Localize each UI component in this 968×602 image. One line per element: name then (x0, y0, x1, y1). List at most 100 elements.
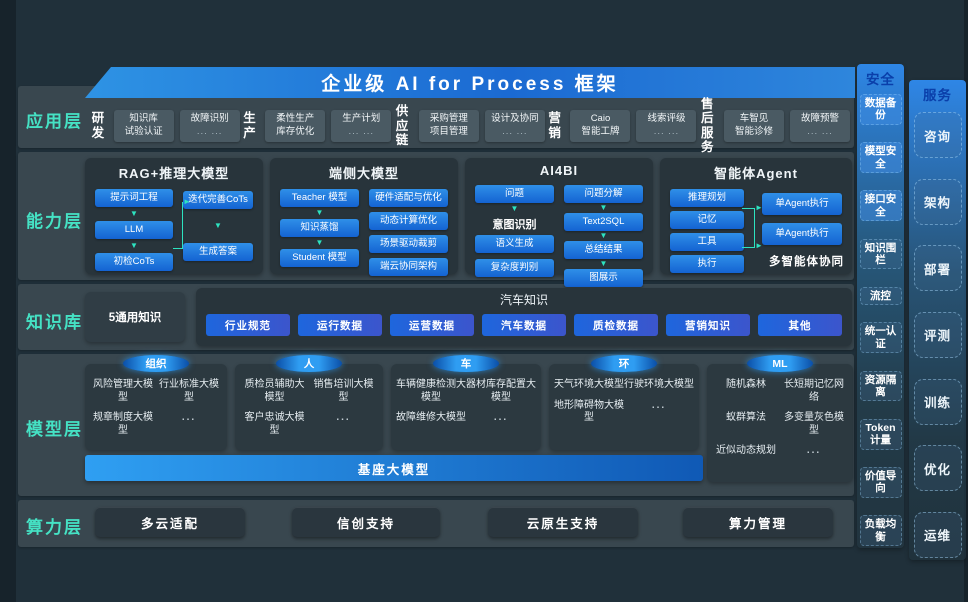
knowledge-pill[interactable]: 运行数据 (298, 314, 382, 336)
compute-button-multicloud[interactable]: 多云适配 (95, 507, 245, 537)
app-item-box[interactable]: 柔性生产 库存优化 (265, 109, 326, 142)
flow-step[interactable]: 复杂度判别 (475, 258, 554, 277)
service-item[interactable]: 运维 (913, 511, 962, 558)
flow-step[interactable]: 总结结果 (564, 240, 643, 259)
flow-step[interactable]: 生成答案 (183, 242, 253, 261)
flow-step[interactable]: Teacher 模型 (280, 189, 359, 207)
security-item[interactable]: 统一认证 (859, 322, 902, 354)
security-items: 数据备份 模型安全 接口安全 知识围栏 流控 统一认证 资源隔离 Token计量… (857, 88, 904, 556)
security-item[interactable]: 数据备份 (859, 94, 902, 125)
capability-item[interactable]: 动态计算优化 (369, 211, 448, 230)
page-title: 企业级 AI for Process 框架 (321, 74, 619, 95)
flow-step[interactable]: LLM (95, 220, 173, 239)
security-item[interactable]: 模型安全 (859, 142, 902, 173)
flow-step[interactable]: 问题分解 (564, 185, 643, 203)
security-item[interactable]: 负载均衡 (859, 515, 902, 546)
app-group-label: 研发 (91, 111, 105, 140)
arrow-down-icon (564, 204, 643, 212)
security-item[interactable]: 接口安全 (859, 190, 902, 222)
security-item[interactable]: Token计量 (859, 418, 902, 450)
capability-item[interactable]: 硬件适配与优化 (369, 189, 448, 207)
model-item: 质检员辅助大模型 (244, 379, 305, 403)
model-item: 销售培训大模型 (313, 379, 374, 403)
agent-module[interactable]: 执行 (670, 254, 744, 273)
model-item: 近似动态规划 (716, 445, 776, 456)
app-item-box[interactable]: 生产计划 ... ... (331, 109, 392, 142)
model-item: 规章制度大模型 (93, 412, 153, 436)
general-knowledge-card[interactable]: 5通用知识 (85, 292, 185, 342)
flow-step[interactable]: 语义生成 (475, 234, 554, 253)
knowledge-pill[interactable]: 运营数据 (390, 314, 474, 336)
app-item-box[interactable]: 采购管理 项目管理 (418, 109, 479, 142)
security-item[interactable]: 流控 (859, 286, 902, 306)
app-item-line: 生产计划 (342, 112, 381, 124)
base-model-bar[interactable]: 基座大模型 (85, 455, 703, 481)
app-item-box[interactable]: 车智见 智能诊修 (724, 109, 785, 142)
model-group-label: 组织 (123, 355, 189, 372)
agent-module[interactable]: 工具 (670, 232, 744, 251)
app-item-box[interactable]: 知识库 试验认证 (113, 109, 174, 142)
flow-step[interactable]: 初检CoTs (95, 252, 173, 271)
compute-button-cloud-native[interactable]: 云原生支持 (488, 507, 638, 537)
compute-button-compute-mgmt[interactable]: 算力管理 (683, 507, 833, 537)
security-item[interactable]: 资源隔离 (859, 370, 902, 402)
app-item-line: 项目管理 (429, 125, 468, 137)
agent-module[interactable]: 记忆 (670, 210, 744, 229)
flow-step[interactable]: Student 模型 (280, 248, 359, 267)
right-edge-strip (964, 0, 968, 602)
app-item-line: 设计及协同 (491, 112, 539, 124)
agent-module[interactable]: 推理规划 (670, 189, 744, 207)
knowledge-pill[interactable]: 行业规范 (206, 314, 290, 336)
capability-item[interactable]: 端云协同架构 (369, 257, 448, 276)
multi-agent-caption: 多智能体协同 (769, 256, 844, 268)
compute-button-xinchuang[interactable]: 信创支持 (292, 507, 440, 537)
knowledge-pill[interactable]: 汽车数据 (482, 314, 566, 336)
service-item[interactable]: 优化 (913, 445, 962, 492)
knowledge-pill[interactable]: 其他 (758, 314, 842, 336)
app-item-box[interactable]: 线索评级 ... ... (636, 109, 697, 142)
model-item: 车辆健康检测大模型 (396, 379, 466, 403)
app-group-production: 生产 柔性生产 库存优化 生产计划 ... ... (240, 109, 392, 142)
arrow-down-icon (95, 242, 173, 250)
security-item[interactable]: 价值导向 (859, 467, 902, 498)
knowledge-pill[interactable]: 质检数据 (574, 314, 658, 336)
app-item-box[interactable]: 故障识别 ... ... (179, 109, 240, 142)
app-item-box[interactable]: 故障预警 ... ... (790, 109, 851, 142)
arrow-down-icon (564, 232, 643, 240)
model-item: 天气环境大模型 (554, 379, 624, 390)
model-group-label: 人 (276, 355, 342, 372)
service-item[interactable]: 评测 (913, 311, 962, 358)
app-item-line: 车智见 (739, 112, 769, 124)
flow-step[interactable]: Text2SQL (564, 212, 643, 231)
app-group-marketing: 营销 Caio 智能工牌 线索评级 ... ... (545, 109, 697, 142)
more-ellipsis: ... (806, 445, 822, 456)
service-item[interactable]: 架构 (913, 178, 962, 225)
agent-executor[interactable]: 单Agent执行 (762, 193, 842, 215)
app-item-box[interactable]: 设计及协同 ... ... (484, 109, 545, 142)
knowledge-pill[interactable]: 营销知识 (666, 314, 750, 336)
app-group-label: 营销 (548, 111, 561, 140)
model-item: 地形障碍物大模型 (554, 399, 624, 424)
app-item-line: 线索评级 (647, 112, 686, 124)
service-header: 服务 (923, 88, 952, 103)
model-group-ml: ML 随机森林 长短期记忆网络 蚁群算法 多变量灰色模型 近似动态规划 ... (707, 355, 853, 482)
flow-step[interactable]: 迭代完善CoTs (183, 191, 253, 209)
model-item: 客户忠诚大模型 (244, 412, 305, 436)
model-item: 器材库存配置大模型 (466, 379, 536, 403)
arrow-down-icon (280, 209, 359, 217)
model-item: 故障维修大模型 (396, 412, 466, 423)
capability-item[interactable]: 场景驱动裁剪 (369, 234, 448, 253)
service-item[interactable]: 训练 (913, 378, 962, 425)
service-items: 咨询 架构 部署 评测 训练 优化 运维 (909, 104, 966, 570)
service-item[interactable]: 部署 (913, 245, 962, 292)
app-item-box[interactable]: Caio 智能工牌 (570, 109, 631, 142)
agent-executor[interactable]: 单Agent执行 (762, 222, 842, 245)
flow-step[interactable]: 知识蒸馏 (280, 218, 359, 237)
security-column: 安全 数据备份 模型安全 接口安全 知识围栏 流控 统一认证 资源隔离 Toke… (857, 64, 904, 548)
security-item[interactable]: 知识围栏 (859, 238, 902, 270)
flow-step[interactable]: 提示词工程 (95, 189, 173, 207)
flow-step[interactable]: 图展示 (564, 268, 643, 287)
service-item[interactable]: 咨询 (913, 112, 962, 158)
flow-step[interactable]: 问题 (475, 185, 554, 203)
